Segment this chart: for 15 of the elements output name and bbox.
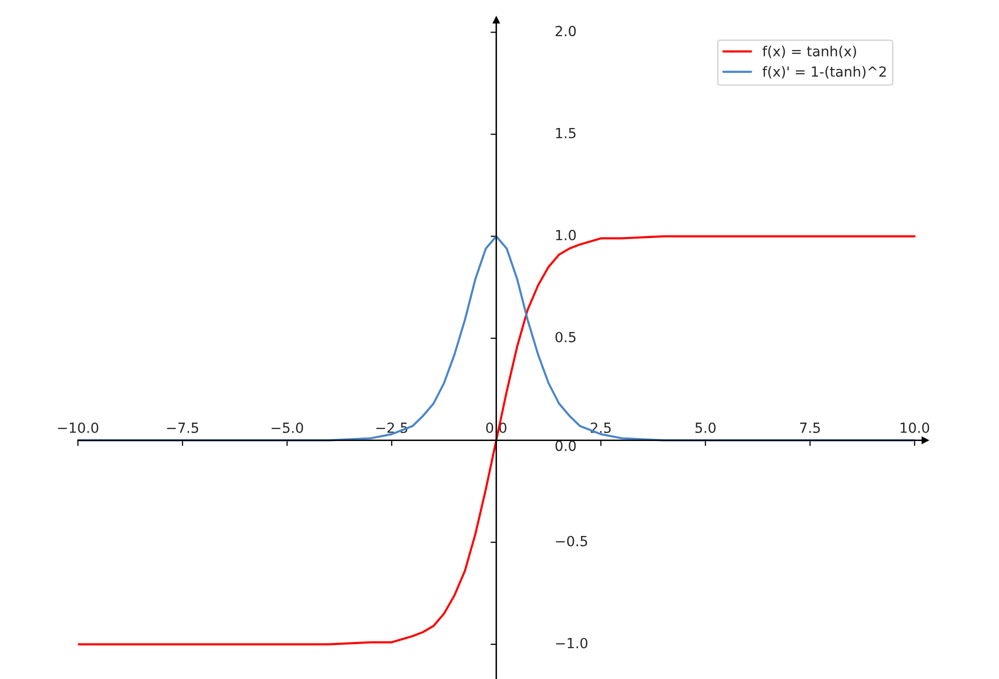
y-tick-label: 1.5 bbox=[556, 128, 576, 138]
y-tick-label: 0.5 bbox=[556, 332, 576, 342]
x-tick-label: −5.0 bbox=[272, 422, 304, 433]
legend-label: f(x)' = 1-(tanh)^2 bbox=[762, 66, 886, 78]
y-tick-label: −1.0 bbox=[556, 638, 588, 648]
y-tick-label: 2.0 bbox=[556, 26, 576, 36]
y-tick-label: 1.0 bbox=[556, 230, 576, 240]
x-tick-label: −10.0 bbox=[58, 422, 98, 433]
y-tick-label: −0.5 bbox=[556, 536, 588, 546]
x-tick-label: 7.5 bbox=[800, 422, 820, 433]
x-tick-label: 5.0 bbox=[695, 422, 716, 433]
y-tick-label: 0.0 bbox=[556, 440, 576, 452]
legend-label: f(x) = tanh(x) bbox=[762, 46, 856, 58]
x-tick-label: 10.0 bbox=[900, 422, 930, 433]
x-tick-label: −7.5 bbox=[167, 422, 198, 433]
